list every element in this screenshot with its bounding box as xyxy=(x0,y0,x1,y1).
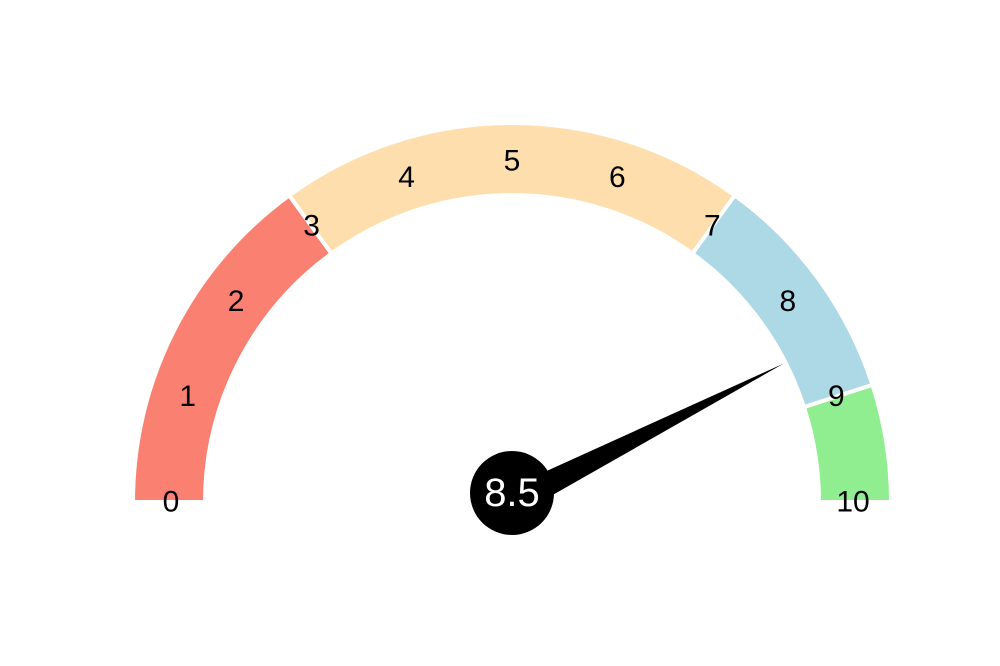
gauge-tick-labels: 0 1 2 3 4 5 6 7 8 9 10 xyxy=(163,145,870,519)
tick-label-7: 7 xyxy=(704,210,721,243)
tick-label-4: 4 xyxy=(398,161,415,194)
tick-label-8: 8 xyxy=(780,285,797,318)
gauge-hub xyxy=(470,451,554,535)
tick-label-3: 3 xyxy=(303,210,320,243)
tick-label-9: 9 xyxy=(828,380,845,413)
tick-label-2: 2 xyxy=(228,285,245,318)
gauge-value-label: 8.5 xyxy=(484,471,540,515)
gauge-needle-group: 8.5 xyxy=(470,363,784,535)
tick-label-6: 6 xyxy=(609,161,626,194)
tick-label-10: 10 xyxy=(836,486,869,519)
gauge-band-1 xyxy=(286,121,738,257)
gauge-bands xyxy=(130,121,894,504)
gauge-band-0 xyxy=(130,192,335,504)
gauge-band-3 xyxy=(801,382,894,504)
tick-label-1: 1 xyxy=(179,380,196,413)
tick-label-5: 5 xyxy=(504,145,521,178)
gauge-needle xyxy=(505,363,784,515)
tick-label-0: 0 xyxy=(163,486,180,519)
